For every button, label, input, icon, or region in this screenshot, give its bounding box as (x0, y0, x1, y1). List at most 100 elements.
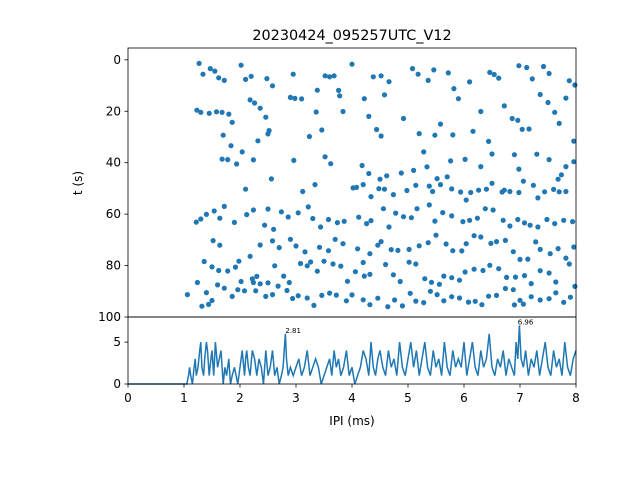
raster-point (291, 157, 297, 163)
raster-points (184, 60, 578, 310)
raster-point (487, 262, 493, 268)
raster-point (529, 76, 535, 82)
raster-point (530, 182, 537, 188)
raster-point (493, 239, 500, 245)
raster-point (563, 255, 569, 261)
raster-point (361, 273, 367, 279)
raster-point (243, 76, 249, 82)
raster-point (527, 222, 533, 228)
peak-annotation: 6.96 (518, 318, 534, 326)
raster-point (515, 216, 521, 223)
raster-point (360, 259, 366, 266)
raster-point (445, 70, 451, 76)
raster-point (437, 182, 444, 188)
raster-point (434, 176, 440, 182)
raster-point (566, 261, 572, 267)
raster-point (424, 164, 430, 170)
raster-point (201, 258, 207, 265)
histogram-y-ticks: 05 (113, 335, 128, 391)
raster-point (327, 290, 333, 296)
raster-point (450, 248, 456, 254)
raster-point (516, 63, 522, 69)
raster-point (308, 259, 314, 265)
raster-point (547, 251, 553, 257)
raster-point (313, 109, 319, 115)
raster-point (254, 273, 260, 279)
raster-point (535, 224, 541, 230)
raster-point (340, 241, 346, 247)
raster-point (546, 157, 552, 163)
raster-point (336, 87, 342, 93)
raster-point (250, 157, 256, 163)
raster-point (512, 274, 519, 280)
raster-point (311, 302, 317, 308)
raster-point (213, 109, 220, 115)
raster-point (413, 261, 419, 267)
raster-point (380, 206, 386, 212)
raster-point (456, 295, 463, 301)
raster-point (487, 69, 493, 75)
raster-point (238, 278, 244, 285)
raster-y-tick-label: 100 (98, 310, 121, 324)
raster-point (413, 182, 419, 188)
raster-point (366, 170, 372, 177)
raster-point (286, 279, 292, 286)
raster-point (366, 113, 372, 119)
raster-point (216, 75, 222, 81)
raster-point (388, 247, 394, 253)
raster-point (263, 293, 269, 299)
raster-point (399, 303, 405, 309)
raster-point (226, 111, 232, 117)
raster-point (352, 269, 358, 275)
histogram-x-tick-label: 3 (292, 391, 300, 405)
raster-point (390, 192, 396, 198)
raster-point (422, 276, 428, 282)
raster-point (443, 241, 449, 247)
histogram-x-tick-label: 2 (236, 391, 244, 405)
raster-y-ticks: 0 20 40 60 80 100 (98, 53, 128, 324)
raster-point (300, 188, 306, 195)
raster-point (501, 103, 507, 109)
raster-point (337, 93, 343, 99)
raster-point (263, 114, 269, 120)
raster-point (276, 245, 282, 251)
raster-point (200, 71, 206, 77)
raster-point (306, 133, 312, 140)
raster-point (278, 209, 284, 215)
raster-point (355, 246, 361, 252)
raster-point (194, 107, 200, 113)
raster-point (563, 164, 569, 170)
raster-point (415, 71, 421, 77)
raster-point (229, 293, 235, 299)
raster-point (325, 248, 332, 254)
raster-point (436, 281, 442, 287)
raster-point (219, 156, 225, 162)
raster-point (502, 237, 508, 243)
raster-point (408, 215, 414, 221)
raster-point (243, 186, 249, 192)
raster-point (328, 161, 334, 167)
raster-point (248, 73, 254, 79)
raster-point (349, 292, 355, 298)
raster-point (257, 242, 263, 248)
raster-point (193, 219, 199, 225)
raster-point (319, 292, 325, 298)
raster-point (215, 282, 221, 288)
raster-point (393, 210, 399, 216)
raster-point (456, 277, 463, 283)
raster-point (486, 293, 492, 299)
raster-point (517, 297, 523, 303)
histogram-y-tick-label: 0 (113, 377, 121, 391)
raster-point (441, 273, 447, 279)
raster-y-tick-label: 20 (106, 104, 121, 118)
chart-title: 20230424_095257UTC_V12 (252, 28, 451, 44)
raster-point (551, 186, 557, 192)
raster-point (511, 302, 517, 308)
raster-point (368, 194, 374, 200)
raster-point (386, 224, 392, 230)
raster-point (400, 115, 407, 122)
raster-point (269, 238, 276, 244)
raster-point (572, 283, 578, 289)
raster-point (275, 283, 281, 289)
